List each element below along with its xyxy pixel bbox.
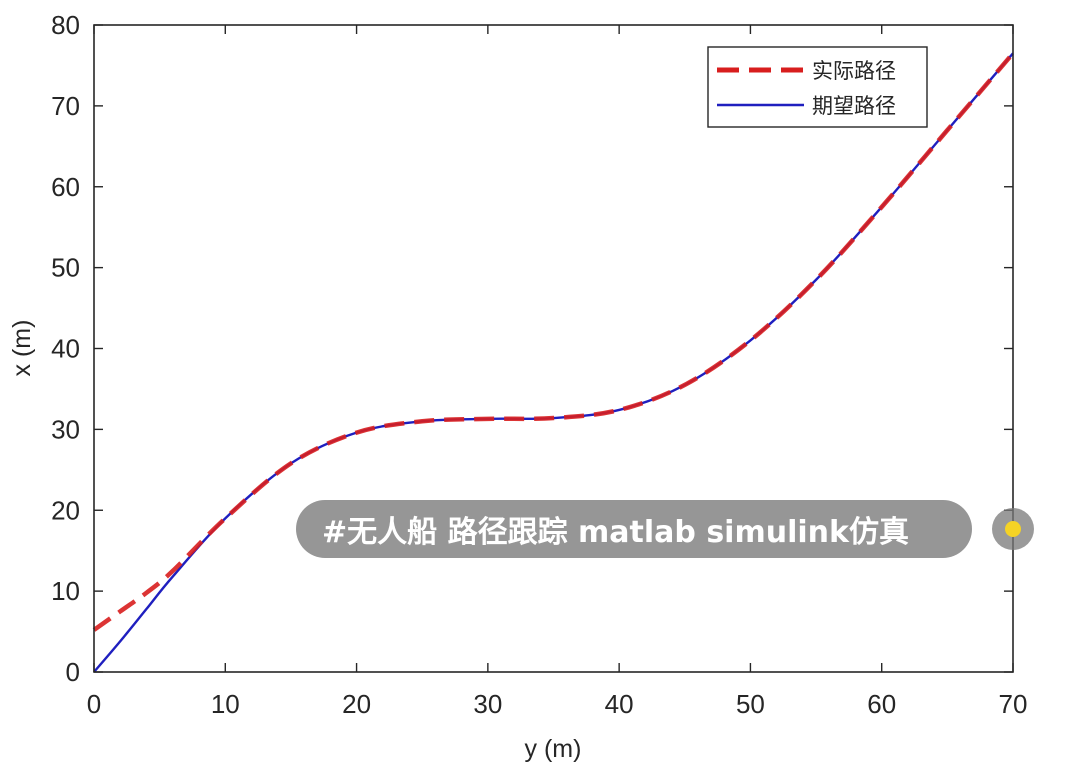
x-tick-label: 40 <box>605 689 634 719</box>
y-tick-label: 30 <box>51 414 80 444</box>
legend-label-actual: 实际路径 <box>812 59 896 83</box>
hashtag-tag[interactable]: #无人船 路径跟踪 matlab simulink仿真 <box>296 500 972 558</box>
hashtag-tag-text: #无人船 路径跟踪 matlab simulink仿真 <box>322 515 909 550</box>
x-tick-label: 50 <box>736 689 765 719</box>
x-tick-label: 20 <box>342 689 371 719</box>
y-tick-label: 60 <box>51 172 80 202</box>
x-tick-label: 10 <box>211 689 240 719</box>
x-tick-label: 60 <box>867 689 896 719</box>
y-tick-label: 40 <box>51 334 80 364</box>
y-axis-label: x (m) <box>8 320 36 377</box>
y-tick-label: 0 <box>66 657 80 687</box>
series-layer <box>92 51 1015 673</box>
legend-label-desired: 期望路径 <box>812 94 896 118</box>
series-actual-path-line <box>92 51 1015 632</box>
x-tick-label: 0 <box>87 689 101 719</box>
x-axis-label: y (m) <box>525 735 582 763</box>
y-tick-label: 10 <box>51 576 80 606</box>
y-tick-label: 20 <box>51 495 80 525</box>
marker-dot-icon[interactable] <box>992 508 1034 550</box>
y-tick-label: 50 <box>51 253 80 283</box>
y-tick-label: 70 <box>51 91 80 121</box>
legend: 实际路径 期望路径 <box>707 46 928 128</box>
x-tick-label: 70 <box>999 689 1028 719</box>
marker-dot-core <box>1005 521 1021 537</box>
plot-area <box>94 25 1013 672</box>
y-tick-label: 80 <box>51 10 80 40</box>
tick-layer: 0 10 20 30 40 50 60 70 0 10 20 30 40 50 60 70 80 <box>51 10 1027 719</box>
x-tick-label: 30 <box>473 689 502 719</box>
legend-box <box>707 46 928 128</box>
